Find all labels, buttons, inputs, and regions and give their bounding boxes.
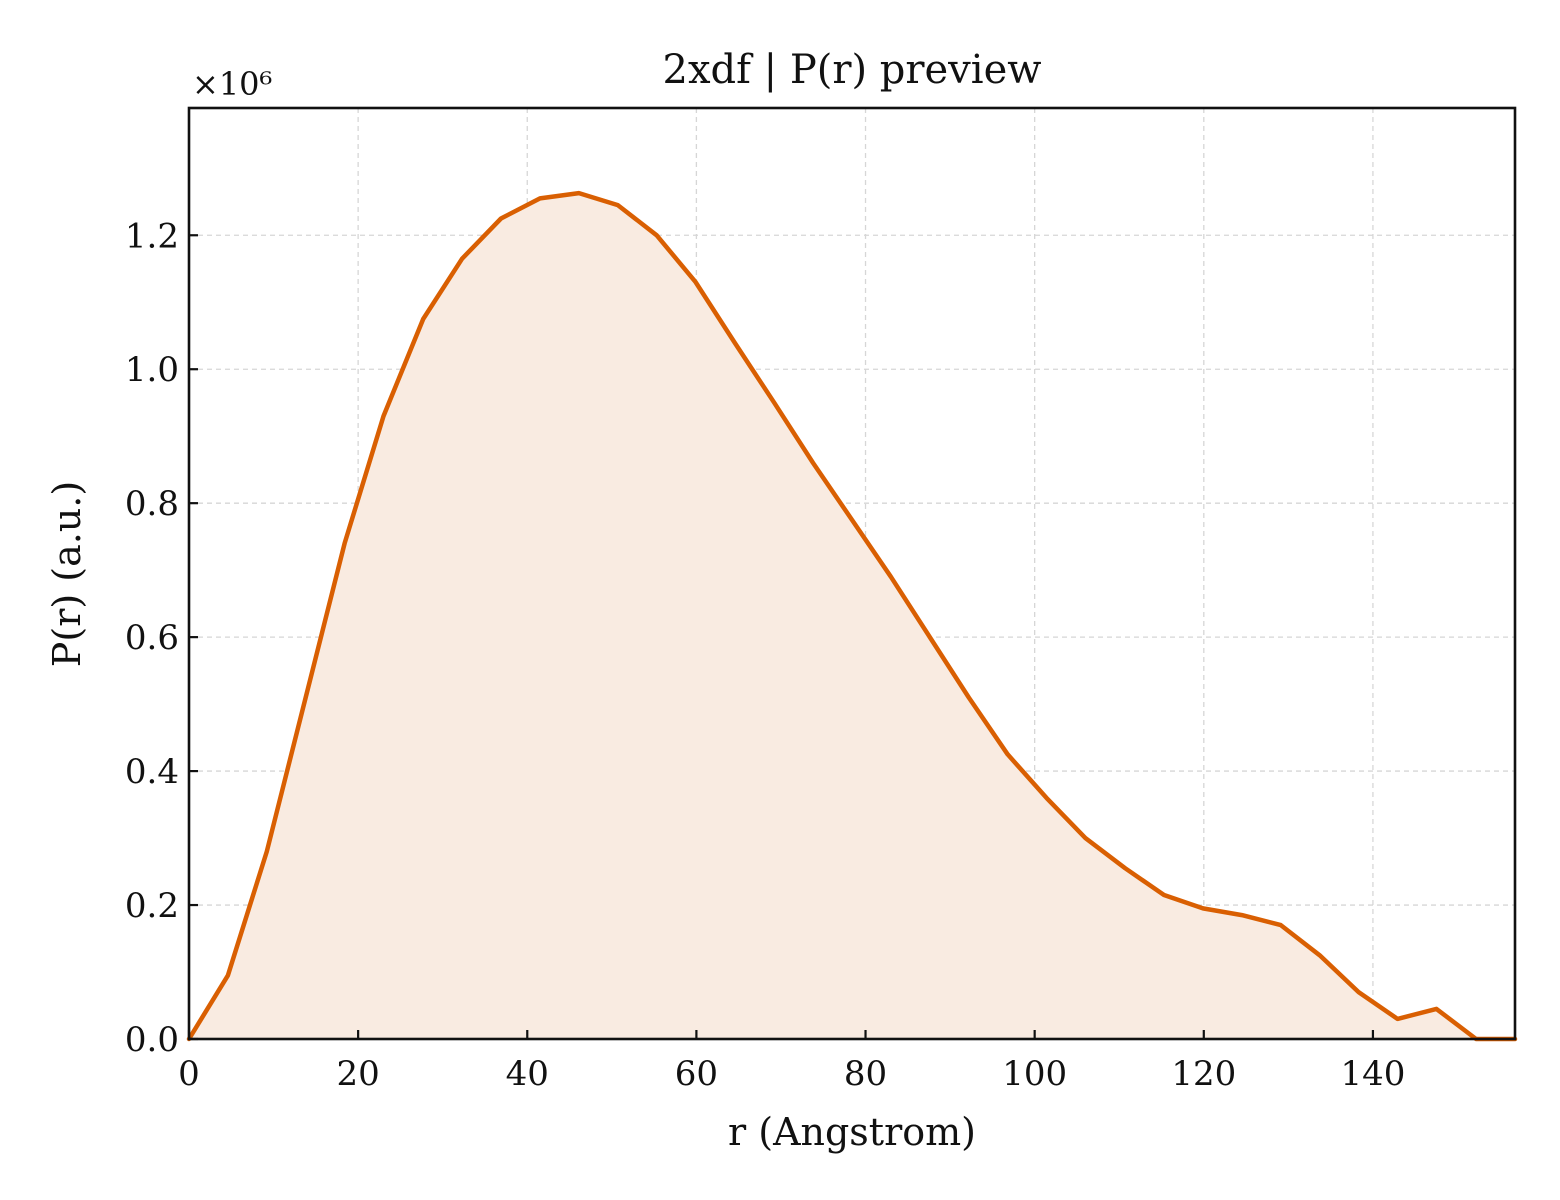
x-axis-title: r (Angstrom)	[728, 1110, 976, 1154]
tick-layer: 0 20 40 60 80 100 120 140 0.0 0.2 0.4 0.6 0.8 1.0 1.2	[125, 216, 1405, 1094]
y-tick-label: 1.0	[125, 350, 179, 390]
pr-area-fill	[189, 193, 1515, 1040]
y-tick-label: 0.4	[125, 752, 179, 792]
y-tick-label: 0.6	[125, 618, 179, 658]
x-tick-label: 80	[844, 1054, 887, 1094]
chart-title: 2xdf | P(r) preview	[663, 47, 1042, 93]
x-tick-label: 40	[506, 1054, 549, 1094]
plot-frame	[187, 106, 1517, 1041]
y-tick-label: 0.0	[125, 1020, 179, 1060]
x-tick-label: 140	[1340, 1054, 1405, 1094]
x-tick-label: 0	[178, 1054, 200, 1094]
y-tick-label: 0.2	[125, 886, 179, 926]
pr-series-line	[186, 190, 1518, 1042]
x-tick-label: 60	[675, 1054, 718, 1094]
x-tick-label: 20	[336, 1054, 379, 1094]
x-tick-label: 100	[1002, 1054, 1067, 1094]
x-tick-label: 120	[1171, 1054, 1236, 1094]
y-axis-title: P(r) (a.u.)	[45, 481, 89, 667]
y-tick-label: 0.8	[125, 484, 179, 524]
y-tick-label: 1.2	[125, 216, 179, 256]
y-axis-offset-label: ×10⁶	[192, 65, 272, 103]
